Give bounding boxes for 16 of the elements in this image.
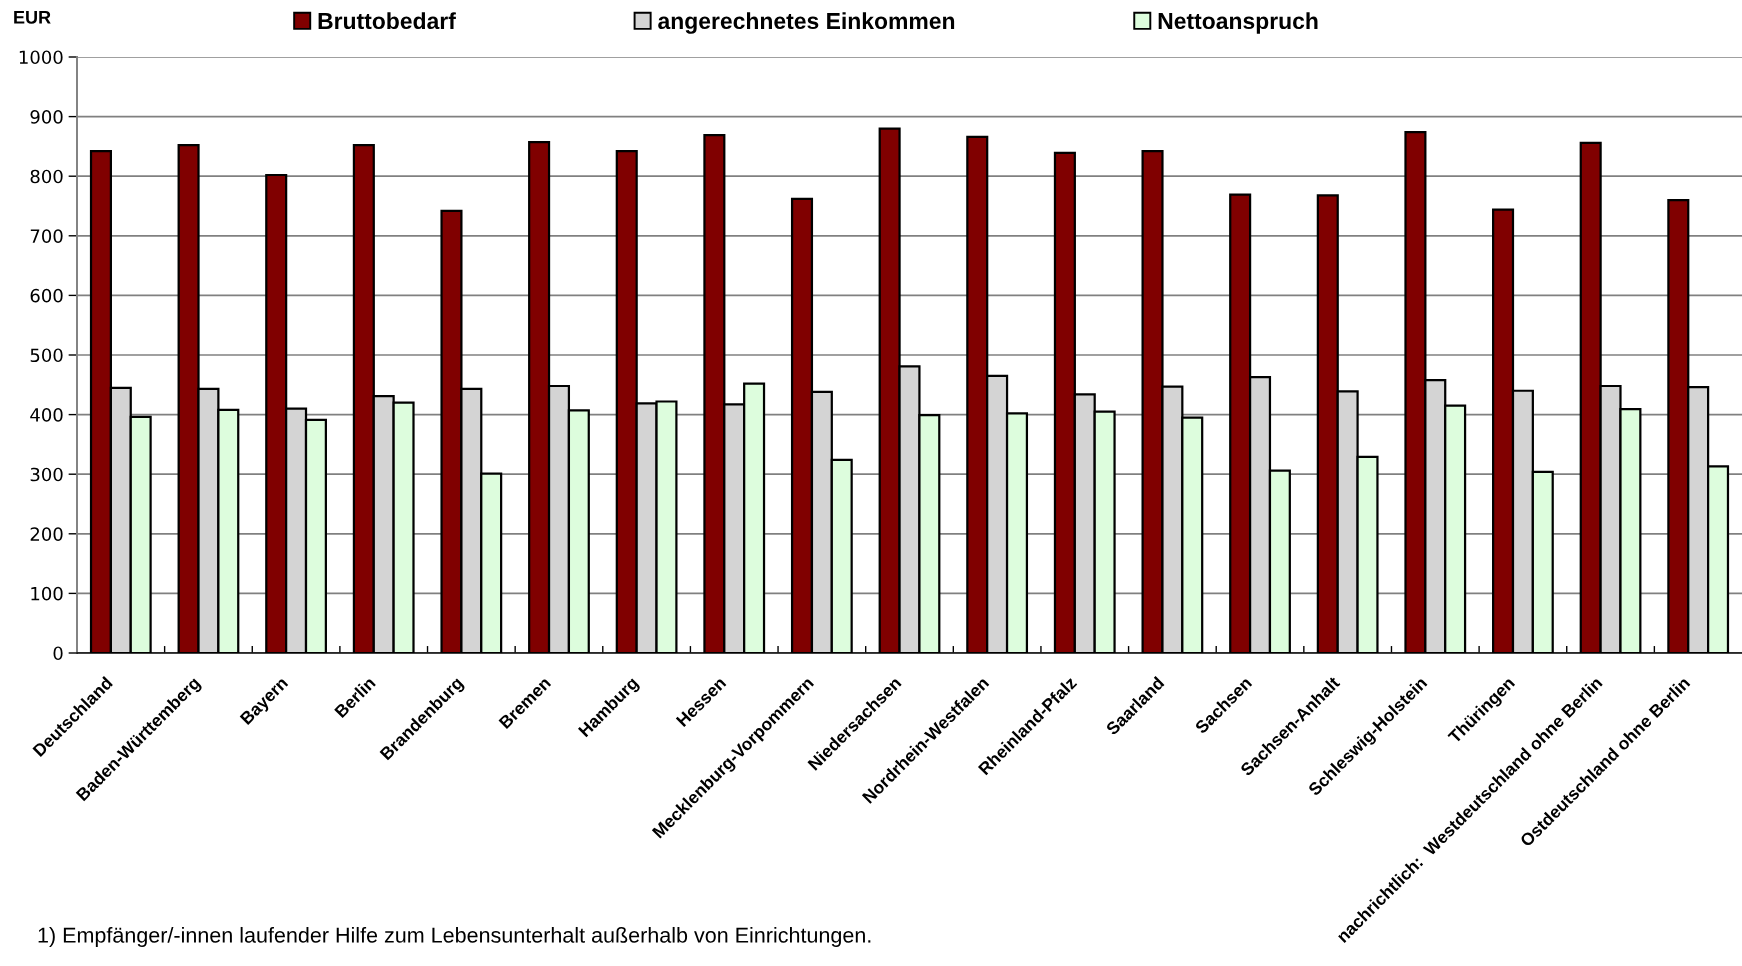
y-tick-label: 100 (31, 586, 63, 601)
text: 1) Empfänger/-innen laufender Hilfe zum Lebensunterhalt außerhalb von Einrichtungen. (38, 926, 871, 948)
y-tick-label: 0 (53, 646, 63, 661)
y-tick-label: 400 (30, 408, 63, 422)
legend-label: angerechnetes Einkommen (658, 12, 955, 34)
y-axis-title: EUR (14, 11, 51, 24)
y-tick-label: 500 (30, 348, 63, 363)
y-tick-label: 900 (30, 110, 63, 124)
y-tick-label: 200 (30, 527, 63, 541)
legend-label: Bruttobedarf (318, 12, 456, 30)
legend-label: Nettoanspruch (1158, 12, 1318, 34)
y-tick-label: 1000 (19, 50, 63, 65)
y-tick-label: 800 (30, 169, 63, 184)
y-tick-label: 600 (30, 288, 63, 303)
y-tick-label: 300 (30, 467, 63, 482)
y-tick-label: 700 (30, 229, 63, 243)
